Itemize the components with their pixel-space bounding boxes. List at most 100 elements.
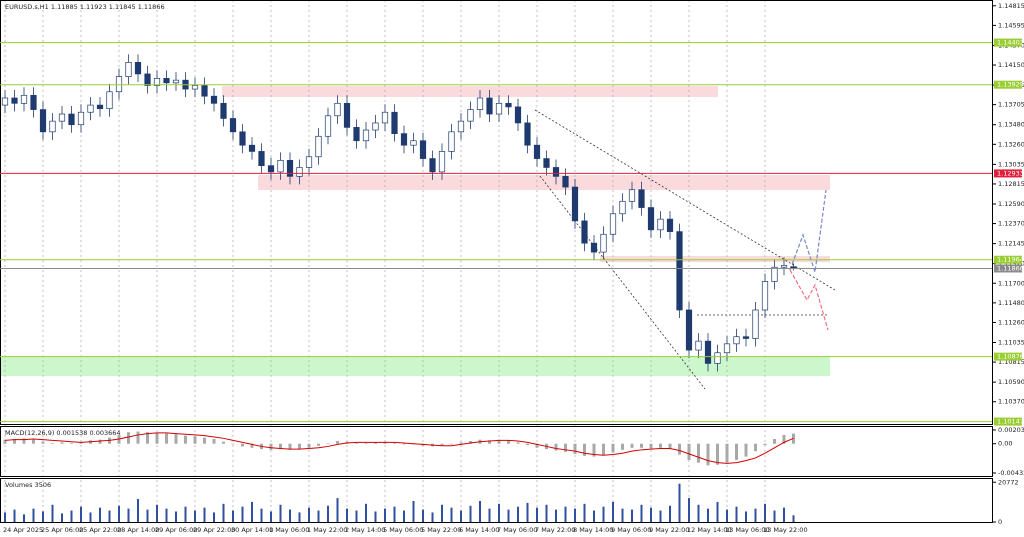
candle-body bbox=[533, 144, 541, 159]
macd-bar bbox=[51, 443, 54, 444]
macd-bar bbox=[41, 441, 45, 444]
candle-body bbox=[704, 340, 712, 364]
level-label: 1.13929 bbox=[997, 81, 1024, 89]
macd-bar bbox=[174, 434, 178, 444]
macd-bar bbox=[203, 437, 206, 444]
level-label-box bbox=[994, 80, 1022, 89]
volume-bar bbox=[726, 509, 728, 522]
y-tick-label: 1.13260 bbox=[998, 140, 1024, 148]
x-tick-label: 5 May 22:00 bbox=[421, 526, 461, 534]
candle-body bbox=[68, 113, 75, 126]
y-tick-label: 1.14150 bbox=[998, 61, 1024, 69]
x-tick-label: 28 Apr 14:00 bbox=[117, 526, 159, 534]
panel-frame bbox=[0, 478, 993, 523]
candle-body bbox=[657, 218, 664, 231]
panel-frame bbox=[0, 426, 993, 477]
macd-bar bbox=[32, 439, 35, 444]
resistance-zone bbox=[222, 86, 718, 97]
volume-bar bbox=[526, 502, 529, 522]
volume-bar bbox=[754, 508, 757, 522]
candle-body bbox=[305, 156, 313, 168]
candle-body bbox=[457, 120, 465, 133]
candle-body bbox=[495, 102, 503, 115]
macd-bar bbox=[250, 443, 254, 448]
x-tick-label: 29 Apr 06:00 bbox=[155, 526, 197, 534]
candle-body bbox=[134, 62, 142, 75]
volume-bar bbox=[574, 508, 576, 522]
macd-bar bbox=[269, 443, 273, 450]
macd-bar bbox=[630, 443, 634, 448]
macd-bar bbox=[573, 443, 577, 454]
macd-bar bbox=[564, 443, 567, 452]
volume-bar bbox=[61, 513, 63, 522]
candle-body bbox=[419, 140, 427, 159]
macd-bar bbox=[649, 443, 653, 449]
candle-body bbox=[39, 109, 47, 133]
candle-body bbox=[20, 94, 28, 104]
macd-bar bbox=[488, 440, 491, 444]
volume-bar bbox=[51, 504, 54, 522]
candle-body bbox=[752, 309, 759, 339]
volume-bar bbox=[460, 510, 462, 522]
y-tick-label: 1.10815 bbox=[998, 358, 1024, 366]
candle-body bbox=[248, 144, 256, 152]
candle-body bbox=[353, 127, 360, 142]
candle-body bbox=[733, 336, 740, 345]
candle-body bbox=[524, 122, 531, 146]
macd-bar bbox=[697, 443, 700, 463]
macd-bar bbox=[535, 443, 539, 448]
macd-bar bbox=[402, 443, 406, 445]
volume-bar bbox=[13, 509, 16, 522]
x-tick-label: 7 May 06:00 bbox=[497, 526, 537, 534]
candle-body bbox=[49, 120, 56, 133]
candle-body bbox=[125, 62, 132, 77]
volume-bar bbox=[384, 508, 386, 522]
macd-bar bbox=[621, 443, 624, 450]
y-tick-label: 1.12815 bbox=[998, 180, 1024, 188]
volume-bar bbox=[308, 507, 310, 522]
volume-bar bbox=[479, 500, 481, 522]
volume-bar bbox=[507, 509, 510, 522]
volume-bar bbox=[42, 511, 44, 522]
x-tick-label: 30 Apr 14:00 bbox=[231, 526, 273, 534]
panel-frame bbox=[0, 0, 993, 425]
x-tick-label: 1 May 22:00 bbox=[307, 526, 347, 534]
candle-body bbox=[676, 231, 683, 311]
y-tick-label: -0.004326 bbox=[998, 469, 1024, 477]
macd-bar bbox=[497, 439, 501, 444]
candle-body bbox=[438, 151, 446, 173]
volume-bar bbox=[564, 506, 567, 522]
candle-body bbox=[296, 167, 303, 177]
volume-bar bbox=[450, 507, 453, 522]
volume-bar bbox=[241, 506, 244, 522]
candle-body bbox=[172, 79, 180, 84]
macd-bar bbox=[288, 443, 292, 450]
macd-bar bbox=[592, 443, 596, 457]
candle-body bbox=[467, 109, 474, 122]
level-label-box bbox=[994, 417, 1022, 426]
x-tick-label: 12 May 14:00 bbox=[687, 526, 732, 534]
candle-body bbox=[191, 85, 199, 90]
candle-body bbox=[362, 129, 370, 142]
volume-bar bbox=[289, 509, 291, 522]
candle-body bbox=[229, 118, 237, 133]
macd-bar bbox=[127, 432, 130, 444]
level-label-box bbox=[994, 169, 1022, 178]
macd-bar bbox=[279, 443, 282, 450]
macd-bar bbox=[469, 441, 472, 444]
volume-bar bbox=[165, 508, 168, 522]
volume-bar bbox=[488, 508, 491, 522]
macd-bar bbox=[659, 443, 662, 448]
volume-bar bbox=[118, 505, 120, 522]
volume-bar bbox=[422, 509, 424, 522]
y-tick-label: 1.10590 bbox=[998, 378, 1024, 386]
candle-body bbox=[267, 165, 275, 173]
candle-body bbox=[619, 200, 626, 215]
volume-bar bbox=[279, 504, 282, 522]
candle-body bbox=[11, 97, 18, 104]
macd-bar bbox=[184, 435, 187, 444]
candle-body bbox=[220, 102, 227, 119]
x-tick-label: 6 May 14:00 bbox=[459, 526, 499, 534]
